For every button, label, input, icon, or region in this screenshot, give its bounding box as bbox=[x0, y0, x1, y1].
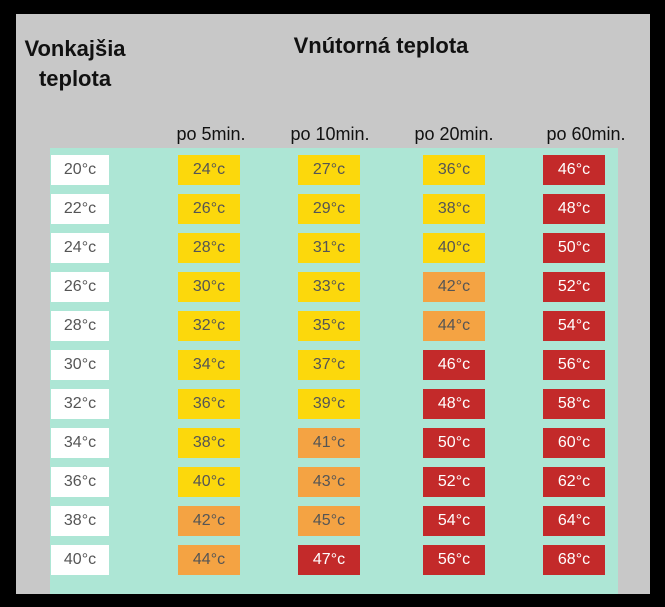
inside-temperature-cell: 54°c bbox=[423, 506, 485, 536]
outside-temperature-cell: 28°c bbox=[51, 311, 109, 341]
outside-temperature-cell: 22°c bbox=[51, 194, 109, 224]
inside-temperature-cell: 46°c bbox=[543, 155, 605, 185]
outside-temperature-cell: 24°c bbox=[51, 233, 109, 263]
inside-temperature-cell: 28°c bbox=[178, 233, 240, 263]
inside-temperature-cell: 39°c bbox=[298, 389, 360, 419]
inside-temperature-cell: 38°c bbox=[178, 428, 240, 458]
inside-temperature-cell: 46°c bbox=[423, 350, 485, 380]
inside-temperature-cell: 48°c bbox=[543, 194, 605, 224]
inside-temperature-cell: 68°c bbox=[543, 545, 605, 575]
column-header: po 60min. bbox=[546, 124, 626, 144]
inside-temperature-cell: 42°c bbox=[178, 506, 240, 536]
inside-temperature-cell: 38°c bbox=[423, 194, 485, 224]
inside-temperature-cell: 29°c bbox=[298, 194, 360, 224]
inside-temperature-cell: 45°c bbox=[298, 506, 360, 536]
inside-temperature-cell: 56°c bbox=[543, 350, 605, 380]
inside-temperature-cell: 50°c bbox=[543, 233, 605, 263]
outside-temperature-header: Vonkajšia teplota bbox=[16, 34, 134, 94]
inside-temperature-cell: 26°c bbox=[178, 194, 240, 224]
outside-temperature-cell: 34°c bbox=[51, 428, 109, 458]
inside-temperature-cell: 44°c bbox=[178, 545, 240, 575]
inside-temperature-cell: 54°c bbox=[543, 311, 605, 341]
inside-temperature-cell: 35°c bbox=[298, 311, 360, 341]
inside-temperature-cell: 34°c bbox=[178, 350, 240, 380]
inside-temperature-cell: 56°c bbox=[423, 545, 485, 575]
temperature-panel: Vonkajšia teplota Vnútorná teplota po 5m… bbox=[16, 14, 650, 594]
inside-temperature-cell: 43°c bbox=[298, 467, 360, 497]
inside-temperature-cell: 33°c bbox=[298, 272, 360, 302]
column-header: po 10min. bbox=[290, 124, 370, 144]
inside-temperature-cell: 31°c bbox=[298, 233, 360, 263]
inside-temperature-cell: 47°c bbox=[298, 545, 360, 575]
inside-temperature-cell: 32°c bbox=[178, 311, 240, 341]
inside-temperature-cell: 58°c bbox=[543, 389, 605, 419]
outside-temperature-cell: 30°c bbox=[51, 350, 109, 380]
column-header: po 20min. bbox=[414, 124, 494, 144]
outside-temperature-cell: 40°c bbox=[51, 545, 109, 575]
inside-temperature-cell: 44°c bbox=[423, 311, 485, 341]
outside-temperature-cell: 26°c bbox=[51, 272, 109, 302]
outside-temperature-cell: 32°c bbox=[51, 389, 109, 419]
inside-temperature-cell: 41°c bbox=[298, 428, 360, 458]
outside-temperature-cell: 36°c bbox=[51, 467, 109, 497]
outside-temperature-cell: 38°c bbox=[51, 506, 109, 536]
inside-temperature-header: Vnútorná teplota bbox=[293, 33, 469, 58]
inside-temperature-cell: 42°c bbox=[423, 272, 485, 302]
inside-temperature-cell: 52°c bbox=[543, 272, 605, 302]
outside-header-line2: teplota bbox=[38, 66, 112, 91]
inside-temperature-cell: 37°c bbox=[298, 350, 360, 380]
inside-temperature-cell: 24°c bbox=[178, 155, 240, 185]
inside-temperature-cell: 60°c bbox=[543, 428, 605, 458]
inside-temperature-cell: 52°c bbox=[423, 467, 485, 497]
inside-temperature-cell: 62°c bbox=[543, 467, 605, 497]
inside-temperature-cell: 64°c bbox=[543, 506, 605, 536]
inside-temperature-cell: 30°c bbox=[178, 272, 240, 302]
column-header: po 5min. bbox=[176, 124, 246, 144]
inside-temperature-cell: 36°c bbox=[423, 155, 485, 185]
inside-temperature-cell: 27°c bbox=[298, 155, 360, 185]
outside-temperature-cell: 20°c bbox=[51, 155, 109, 185]
inside-temperature-cell: 40°c bbox=[178, 467, 240, 497]
outside-header-line1: Vonkajšia bbox=[24, 36, 126, 61]
inside-temperature-cell: 36°c bbox=[178, 389, 240, 419]
inside-temperature-cell: 40°c bbox=[423, 233, 485, 263]
inside-temperature-cell: 50°c bbox=[423, 428, 485, 458]
inside-temperature-cell: 48°c bbox=[423, 389, 485, 419]
